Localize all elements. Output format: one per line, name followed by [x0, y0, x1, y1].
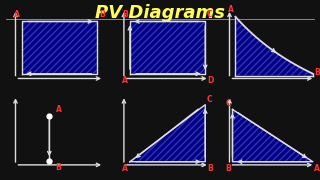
Polygon shape [233, 109, 313, 162]
Text: B: B [56, 163, 61, 172]
Text: C: C [225, 99, 231, 108]
Text: B: B [207, 163, 212, 172]
Text: A: A [315, 163, 320, 172]
Text: A: A [122, 76, 128, 85]
Text: A: A [56, 105, 61, 114]
Text: B: B [123, 10, 128, 19]
Text: D: D [207, 76, 213, 85]
Text: A: A [14, 10, 20, 19]
Text: A: A [122, 163, 128, 172]
Polygon shape [130, 105, 205, 162]
Text: B: B [225, 163, 231, 172]
Text: A: A [228, 5, 234, 14]
Text: C: C [207, 95, 212, 104]
Polygon shape [22, 21, 97, 74]
Text: PV Diagrams: PV Diagrams [95, 4, 225, 22]
Text: C: C [207, 10, 212, 19]
Text: B: B [315, 68, 320, 77]
Text: B: B [99, 10, 105, 19]
Polygon shape [130, 21, 205, 74]
Polygon shape [236, 17, 313, 76]
